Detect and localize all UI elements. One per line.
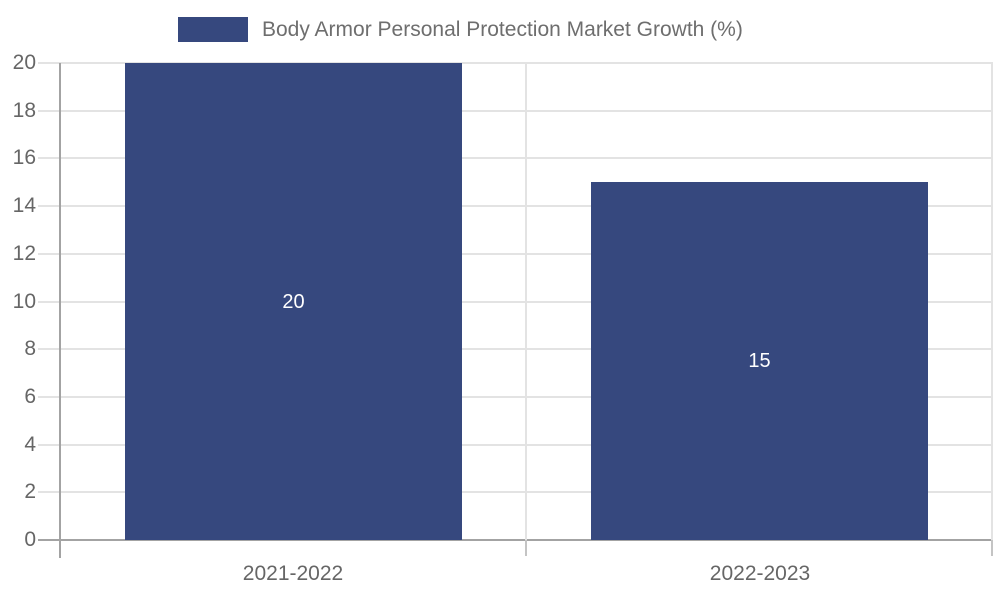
bar-2021-2022[interactable]	[125, 63, 462, 540]
bar-2022-2023[interactable]	[591, 182, 928, 540]
x-axis-tick	[525, 540, 527, 556]
gridline	[38, 395, 993, 398]
x-tick-label: 2021-2022	[242, 562, 344, 585]
bar-value-label: 20	[282, 291, 305, 313]
y-tick-label: 20	[12, 51, 36, 74]
category-boundary-gridline	[525, 63, 527, 540]
gridline	[38, 300, 993, 303]
legend-label: Body Armor Personal Protection Market Gr…	[262, 17, 743, 41]
gridline	[38, 205, 993, 208]
x-tick-label: 2022-2023	[709, 562, 811, 585]
y-tick-label: 2	[24, 480, 36, 504]
y-tick-label: 12	[12, 241, 36, 265]
gridline	[38, 491, 993, 494]
gridline	[38, 62, 993, 64]
y-tick-label: 8	[24, 337, 36, 361]
legend[interactable]: Body Armor Personal Protection Market Gr…	[178, 16, 743, 43]
legend-swatch	[178, 17, 248, 42]
y-tick-label: 6	[24, 384, 36, 408]
y-tick-label: 10	[12, 289, 36, 313]
y-tick-label: 16	[12, 146, 36, 170]
y-tick-label: 14	[12, 194, 36, 218]
plot-area: 0 2 4 6 8 10 12 14 16 18 20 20 2021-2022 15 2022-2023	[13, 51, 993, 585]
gridline	[38, 443, 993, 446]
gridline	[38, 109, 993, 112]
gridline	[38, 252, 993, 255]
y-axis-line	[59, 63, 61, 558]
bar-value-label: 15	[748, 350, 771, 372]
gridline	[38, 348, 993, 351]
y-tick-label: 0	[24, 528, 36, 551]
category-boundary-gridline	[991, 63, 993, 540]
x-axis-baseline	[38, 539, 993, 541]
y-tick-label: 4	[24, 432, 36, 456]
y-tick-label: 18	[12, 98, 36, 122]
x-axis-tick	[991, 540, 993, 556]
gridline	[38, 157, 993, 160]
